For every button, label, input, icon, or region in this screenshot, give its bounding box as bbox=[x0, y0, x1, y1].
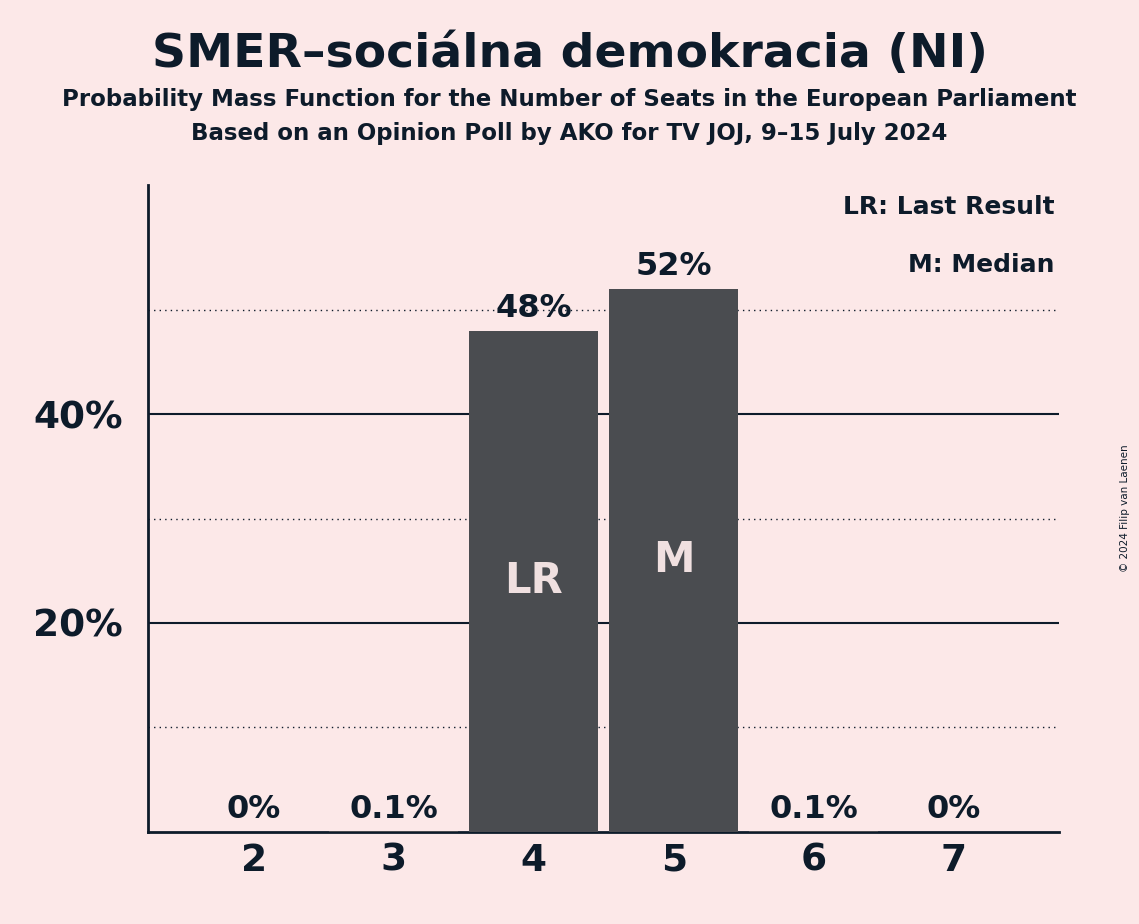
Text: SMER–sociálna demokracia (NI): SMER–sociálna demokracia (NI) bbox=[151, 32, 988, 78]
Bar bbox=[469, 331, 598, 832]
Bar bbox=[749, 831, 878, 832]
Text: 48%: 48% bbox=[495, 293, 572, 323]
Text: © 2024 Filip van Laenen: © 2024 Filip van Laenen bbox=[1121, 444, 1130, 572]
Text: 0.1%: 0.1% bbox=[769, 795, 858, 825]
Text: 0%: 0% bbox=[227, 795, 281, 825]
Text: Based on an Opinion Poll by AKO for TV JOJ, 9–15 July 2024: Based on an Opinion Poll by AKO for TV J… bbox=[191, 122, 948, 145]
Bar bbox=[609, 289, 738, 832]
Text: LR: LR bbox=[505, 560, 563, 602]
Text: M: M bbox=[653, 540, 695, 581]
Text: LR: Last Result: LR: Last Result bbox=[843, 194, 1055, 218]
Text: 0.1%: 0.1% bbox=[350, 795, 439, 825]
Text: 0%: 0% bbox=[926, 795, 981, 825]
Text: Probability Mass Function for the Number of Seats in the European Parliament: Probability Mass Function for the Number… bbox=[63, 88, 1076, 111]
Bar bbox=[329, 831, 458, 832]
Text: M: Median: M: Median bbox=[908, 252, 1055, 276]
Text: 52%: 52% bbox=[636, 250, 712, 282]
